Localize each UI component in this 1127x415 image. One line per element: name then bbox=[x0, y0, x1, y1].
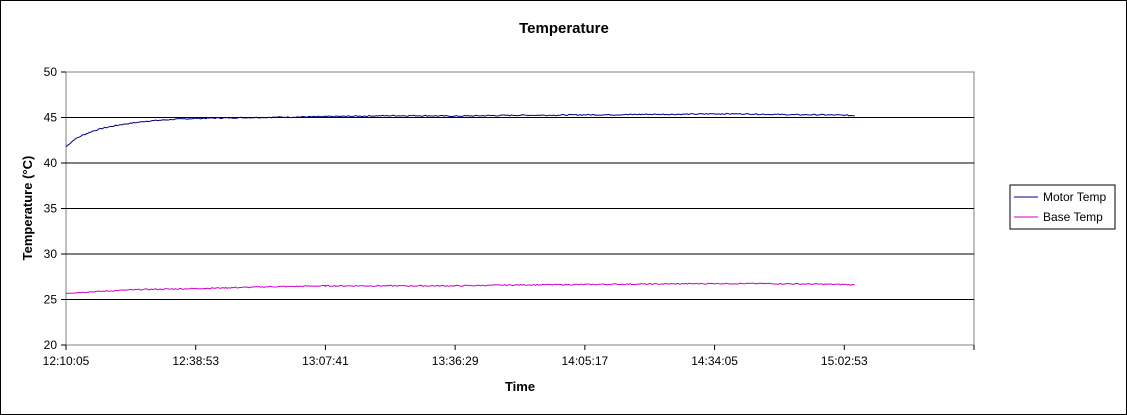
x-tick-label: 12:38:53 bbox=[172, 354, 219, 368]
legend-label: Base Temp bbox=[1043, 210, 1103, 224]
chart-title: Temperature bbox=[519, 20, 609, 37]
legend-box bbox=[1009, 184, 1116, 230]
y-tick-label: 30 bbox=[44, 247, 58, 261]
series-line-base-temp bbox=[65, 282, 855, 294]
x-tick-label: 13:36:29 bbox=[432, 354, 479, 368]
legend: Motor Temp Base Temp bbox=[1009, 184, 1116, 230]
y-axis-ticks: 20 25 30 35 40 45 50 bbox=[44, 65, 66, 352]
x-tick-label: 13:07:41 bbox=[302, 354, 349, 368]
x-axis-ticks: 12:10:05 12:38:53 13:07:41 13:36:29 14:05:17… bbox=[43, 345, 975, 368]
y-tick-label: 45 bbox=[44, 111, 58, 125]
legend-label: Motor Temp bbox=[1043, 190, 1106, 204]
y-tick-label: 35 bbox=[44, 202, 58, 216]
y-tick-label: 25 bbox=[44, 293, 58, 307]
y-tick-label: 40 bbox=[44, 156, 58, 170]
y-tick-label: 50 bbox=[44, 65, 58, 79]
series-lines bbox=[65, 112, 855, 294]
x-tick-label: 14:05:17 bbox=[561, 354, 608, 368]
series-line-motor-temp bbox=[65, 112, 855, 147]
x-tick-label: 14:34:05 bbox=[691, 354, 738, 368]
y-axis-label: Temperature (°C) bbox=[20, 156, 35, 261]
y-tick-label: 20 bbox=[44, 338, 58, 352]
x-tick-label: 12:10:05 bbox=[43, 354, 90, 368]
x-tick-label: 15:02:53 bbox=[821, 354, 868, 368]
x-axis-label: Time bbox=[505, 379, 535, 394]
